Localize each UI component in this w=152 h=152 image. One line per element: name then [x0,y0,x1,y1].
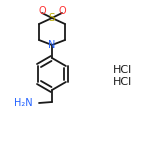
Text: O: O [58,6,66,16]
Text: H₂N: H₂N [14,98,33,108]
Text: HCl: HCl [112,77,132,87]
Text: S: S [49,13,55,23]
Text: HCl: HCl [112,65,132,75]
Text: N: N [48,40,56,50]
Text: O: O [38,6,46,16]
